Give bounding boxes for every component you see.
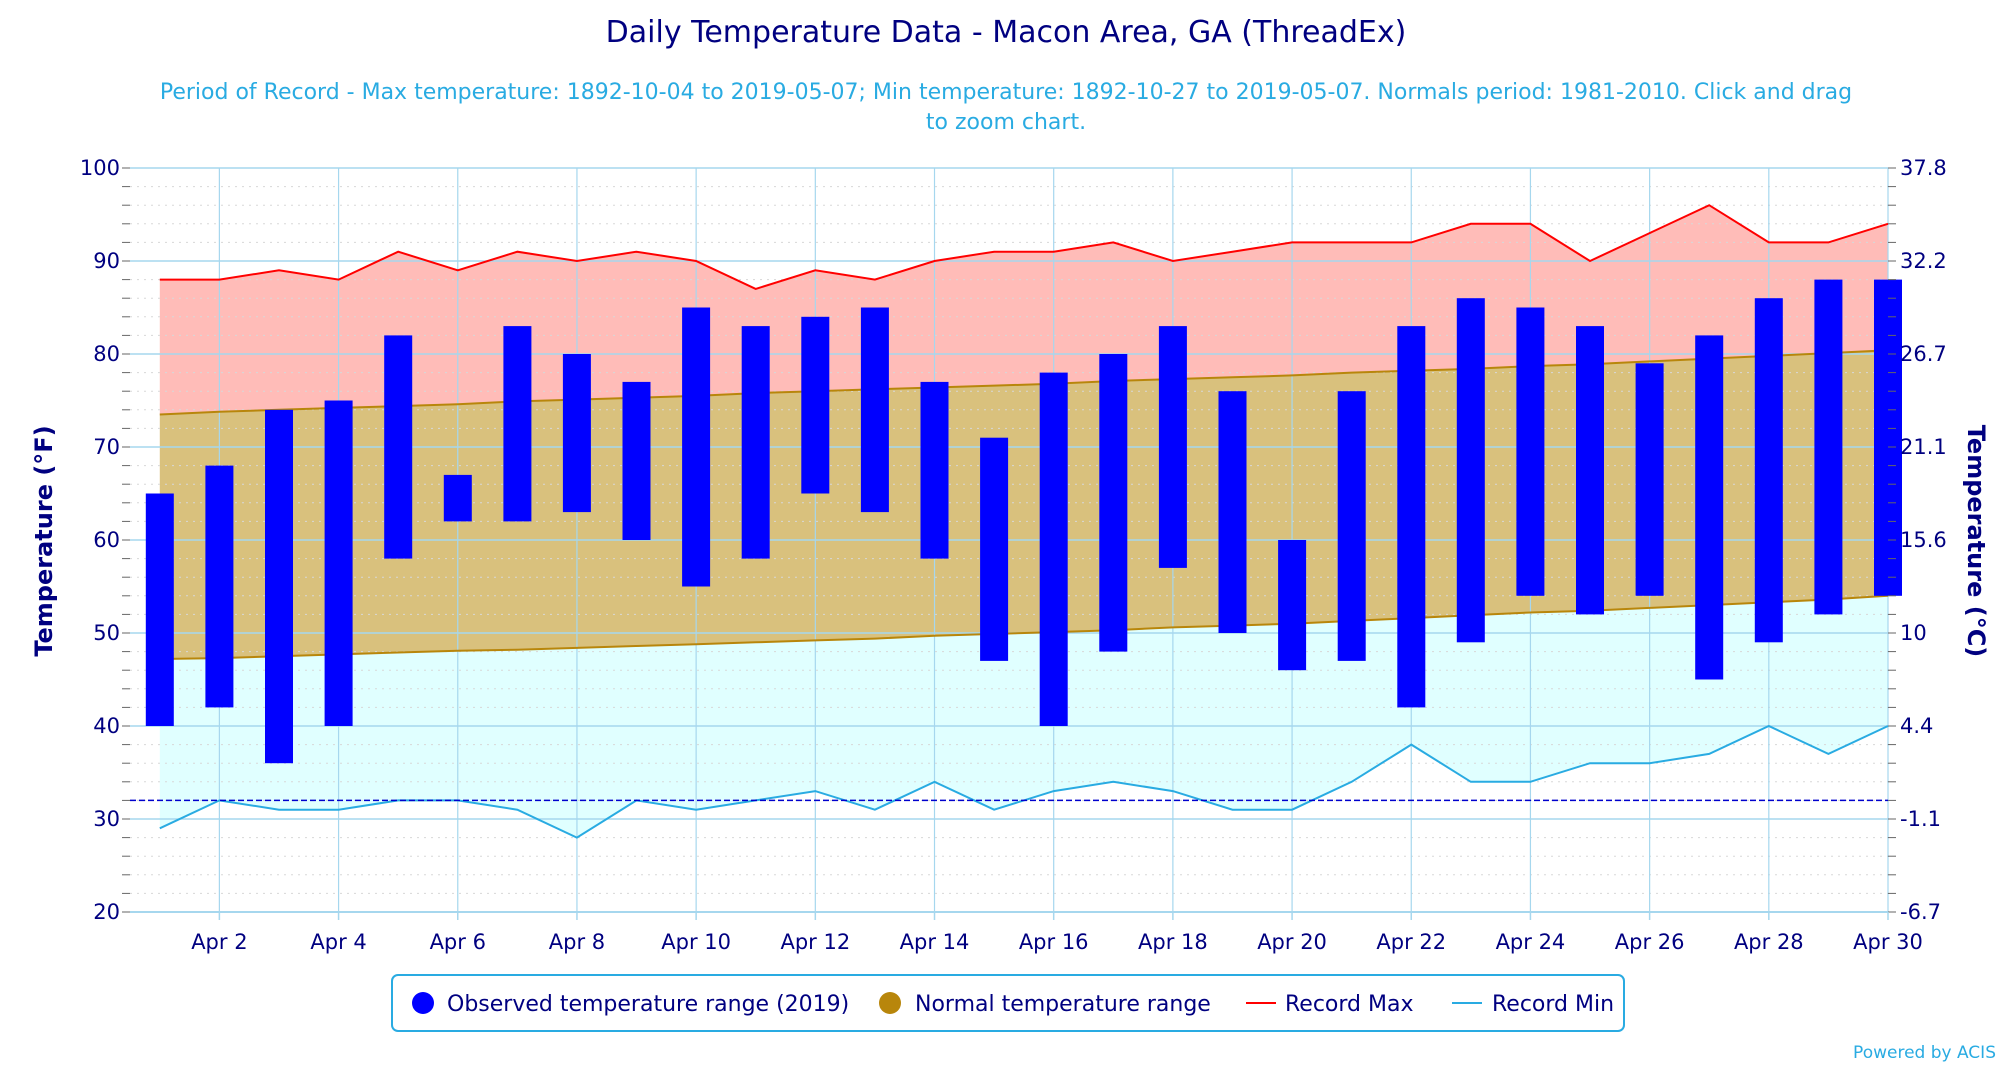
x-tick-label: Apr 12 [780, 930, 850, 954]
record-min-area [159, 595, 1888, 838]
observed-range-bar[interactable] [503, 326, 532, 522]
legend-label-normal: Normal temperature range [915, 992, 1211, 1017]
observed-range-bar[interactable] [801, 316, 830, 494]
observed-range-bar[interactable] [1397, 326, 1426, 708]
y-right-tick-label: 26.7 [1900, 342, 1947, 366]
plot-area[interactable] [130, 167, 1902, 913]
observed-range-bar[interactable] [205, 465, 234, 708]
y-left-tick-label: 90 [93, 249, 120, 273]
observed-range-bar[interactable] [145, 493, 174, 727]
observed-range-bar[interactable] [741, 326, 770, 559]
observed-range-bar[interactable] [920, 381, 949, 559]
observed-range-bar[interactable] [324, 400, 353, 727]
legend-item-record-max[interactable]: Record Max [1246, 992, 1414, 1017]
observed-range-bar[interactable] [1635, 363, 1664, 596]
observed-range-bar[interactable] [384, 335, 413, 559]
y-right-tick-label: -6.7 [1900, 900, 1941, 924]
x-tick-label: Apr 22 [1376, 930, 1446, 954]
y-left-tick-label: 40 [93, 714, 120, 738]
axes: 20 30 40 50 60 70 80 90 100 -6.7 -1.1 4.4 10 15.6 21.1… [80, 156, 1947, 954]
observed-range-bar[interactable] [1218, 391, 1247, 633]
credit-link[interactable]: Powered by ACIS [1853, 1043, 1996, 1063]
observed-range-bar[interactable] [1158, 326, 1187, 568]
observed-range-bar[interactable] [860, 307, 889, 513]
legend: Observed temperature range (2019) Normal… [391, 974, 1625, 1032]
observed-range-bar[interactable] [682, 307, 711, 587]
observed-range-bar[interactable] [622, 381, 651, 540]
legend-label-observed: Observed temperature range (2019) [447, 992, 849, 1017]
observed-range-bar[interactable] [1576, 326, 1604, 615]
y-left-tick-label: 50 [93, 621, 120, 645]
chart-subtitle-line-2: to zoom chart. [926, 110, 1086, 135]
observed-range-bar[interactable] [1874, 279, 1902, 596]
observed-range-bar[interactable] [443, 474, 472, 522]
x-tick-label: Apr 18 [1138, 930, 1208, 954]
y-right-tick-label: 21.1 [1900, 435, 1947, 459]
observed-range-bar[interactable] [980, 437, 1009, 661]
y-left-tick-label: 20 [93, 900, 120, 924]
x-tick-label: Apr 28 [1734, 930, 1804, 954]
y-axis-left-title: Temperature (°F) [30, 425, 58, 656]
chart-subtitle-line-1: Period of Record - Max temperature: 1892… [160, 80, 1852, 105]
y-left-tick-label: 30 [93, 807, 120, 831]
x-tick-label: Apr 6 [430, 930, 486, 954]
y-right-tick-label: 15.6 [1900, 528, 1947, 552]
observed-range-bar[interactable] [1456, 298, 1485, 643]
x-tick-label: Apr 16 [1019, 930, 1089, 954]
x-tick-label: Apr 4 [310, 930, 366, 954]
x-tick-label: Apr 26 [1615, 930, 1685, 954]
x-tick-label: Apr 10 [661, 930, 731, 954]
y-left-tick-label: 70 [93, 435, 120, 459]
record-max-area [159, 205, 1888, 415]
legend-item-observed[interactable]: Observed temperature range (2019) [412, 992, 849, 1017]
legend-label-record-min: Record Min [1492, 992, 1614, 1017]
normal-range-area [159, 350, 1888, 659]
observed-range-bar[interactable] [1099, 354, 1128, 652]
y-right-tick-label: -1.1 [1900, 807, 1941, 831]
record-max-line[interactable] [159, 204, 1889, 290]
legend-label-record-max: Record Max [1285, 992, 1414, 1017]
y-left-tick-label: 60 [93, 528, 120, 552]
observed-range-bar[interactable] [1278, 540, 1307, 671]
observed-range-bar[interactable] [265, 409, 293, 764]
x-tick-label: Apr 24 [1496, 930, 1566, 954]
x-tick-label: Apr 8 [549, 930, 605, 954]
legend-symbol-observed [412, 992, 434, 1014]
observed-range-bar[interactable] [1754, 298, 1783, 643]
x-tick-label: Apr 30 [1853, 930, 1923, 954]
observed-range-bar[interactable] [1814, 279, 1843, 615]
legend-symbol-normal [879, 992, 901, 1014]
y-axis-right-title: Temperature (°C) [1962, 425, 1990, 658]
observed-range-bar[interactable] [1695, 335, 1724, 680]
y-left-tick-label: 100 [80, 156, 120, 180]
y-right-tick-label: 37.8 [1900, 156, 1947, 180]
x-tick-label: Apr 20 [1257, 930, 1327, 954]
observed-range-bar[interactable] [1039, 372, 1068, 726]
y-right-tick-label: 4.4 [1900, 714, 1933, 738]
y-right-tick-label: 10 [1900, 621, 1927, 645]
observed-range-bar[interactable] [1516, 307, 1545, 596]
observed-range-bar[interactable] [1337, 391, 1366, 661]
y-left-tick-label: 80 [93, 342, 120, 366]
legend-box [391, 974, 1625, 1032]
observed-range-bar[interactable] [562, 354, 591, 513]
legend-item-record-min[interactable]: Record Min [1452, 992, 1614, 1017]
chart-title: Daily Temperature Data - Macon Area, GA … [606, 15, 1407, 50]
legend-item-normal[interactable]: Normal temperature range [879, 992, 1211, 1017]
y-right-tick-label: 32.2 [1900, 249, 1947, 273]
x-tick-label: Apr 14 [900, 930, 970, 954]
x-tick-label: Apr 2 [191, 930, 247, 954]
